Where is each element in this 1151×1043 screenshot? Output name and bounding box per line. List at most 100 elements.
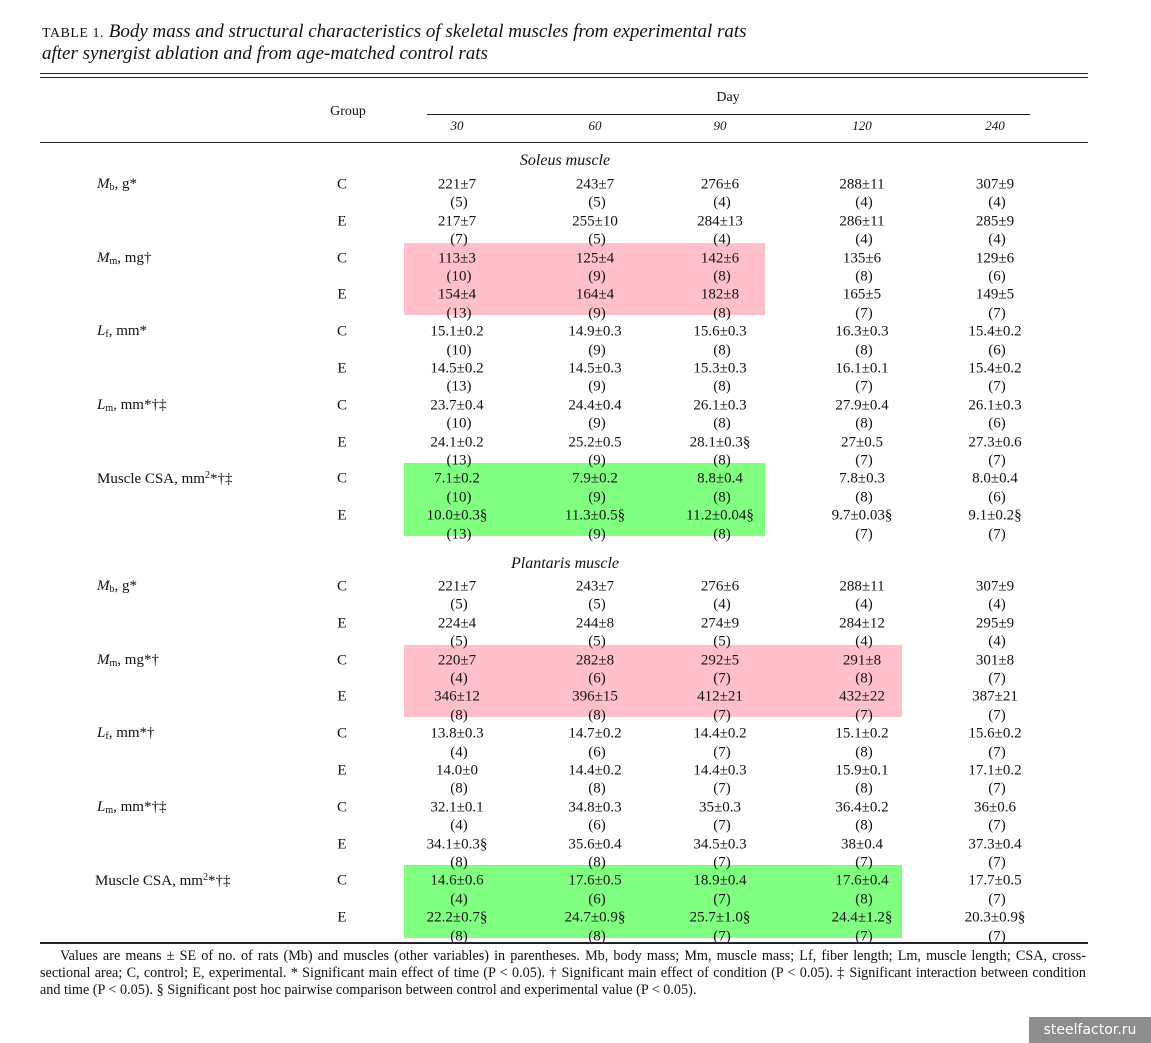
label-symbol: M — [97, 651, 110, 668]
value-cell: 27±0.5 — [841, 434, 883, 451]
value-cell: 14.7±0.2 — [568, 725, 622, 742]
n-cell: (9) — [588, 268, 606, 285]
watermark: steelfactor.ru — [1029, 1017, 1151, 1043]
highlight-green — [404, 463, 765, 536]
group-E: E — [337, 762, 347, 779]
n-cell: (8) — [855, 342, 873, 359]
n-cell: (10) — [446, 415, 472, 432]
row-label: Lm, mm*†‡ — [97, 396, 167, 414]
label-symbol: L — [97, 396, 106, 413]
value-cell: 17.7±0.5 — [968, 872, 1022, 889]
n-cell: (9) — [588, 378, 606, 395]
group-E: E — [337, 836, 347, 853]
n-cell: (7) — [713, 670, 731, 687]
n-cell: (10) — [446, 342, 472, 359]
label-units: , g* — [114, 578, 138, 594]
value-cell: 26.1±0.3 — [968, 397, 1022, 414]
value-cell: 15.3±0.3 — [693, 360, 747, 377]
value-cell: 24.4±1.2§ — [831, 909, 893, 926]
group-E: E — [337, 213, 347, 230]
value-cell: 15.4±0.2 — [968, 323, 1022, 340]
day-header: Day — [716, 90, 740, 105]
table-number: TABLE 1. — [42, 26, 104, 41]
value-cell: 412±21 — [697, 688, 743, 705]
n-cell: (7) — [713, 780, 731, 797]
label-symbol: M — [97, 249, 110, 266]
row-label: Mb, g* — [97, 579, 137, 595]
value-cell: 129±6 — [975, 250, 1015, 267]
value-cell: 7.8±0.3 — [839, 470, 885, 487]
n-cell: (13) — [446, 526, 472, 543]
n-cell: (7) — [855, 928, 873, 945]
n-cell: (6) — [988, 489, 1006, 506]
value-cell: 14.4±0.2 — [693, 725, 747, 742]
n-cell: (10) — [446, 489, 472, 506]
value-cell: 7.9±0.2 — [572, 470, 618, 487]
highlight-pink — [404, 644, 902, 717]
value-cell: 217±7 — [437, 213, 477, 230]
n-cell: (6) — [588, 744, 606, 761]
row-label: Lf, mm* — [97, 324, 147, 340]
value-cell: 18.9±0.4 — [693, 872, 747, 889]
n-cell: (8) — [588, 707, 606, 724]
n-cell: (8) — [855, 817, 873, 834]
row-label: Mb, g* — [97, 177, 137, 193]
day-column-header: 60 — [588, 118, 602, 133]
row-label: Mm, mg*† — [97, 651, 159, 669]
n-cell: (7) — [988, 452, 1006, 469]
n-cell: (7) — [988, 780, 1006, 797]
value-cell: 16.1±0.1 — [835, 360, 889, 377]
n-cell: (8) — [855, 415, 873, 432]
n-cell: (8) — [713, 526, 731, 543]
value-cell: 14.9±0.3 — [568, 323, 622, 340]
n-cell: (4) — [713, 596, 731, 613]
value-cell: 23.7±0.4 — [430, 397, 484, 414]
n-cell: (6) — [588, 670, 606, 687]
value-cell: 291±8 — [842, 652, 882, 669]
label-units: , mm*† — [108, 725, 155, 742]
value-cell: 285±9 — [975, 213, 1015, 230]
n-cell: (8) — [855, 670, 873, 687]
value-cell: 243±7 — [575, 176, 615, 193]
n-cell: (7) — [988, 928, 1006, 945]
n-cell: (8) — [855, 268, 873, 285]
n-cell: (5) — [450, 596, 468, 613]
section-title: Plantaris muscle — [511, 555, 619, 572]
value-cell: 346±12 — [434, 688, 480, 705]
label-units: , mm*†‡ — [113, 396, 167, 413]
n-cell: (8) — [713, 378, 731, 395]
group-C: C — [336, 176, 348, 193]
n-cell: (4) — [855, 231, 873, 248]
table-title-line1: Body mass and structural characteristics… — [108, 21, 747, 42]
day-column-header: 120 — [852, 118, 872, 133]
day-column-header: 90 — [713, 118, 727, 133]
group-C: C — [336, 323, 348, 340]
value-cell: 274±9 — [700, 615, 740, 632]
label-symbol: L — [97, 798, 106, 815]
value-cell: 35.6±0.4 — [568, 836, 622, 853]
row-label: Muscle CSA, mm2*†‡ — [97, 471, 232, 487]
n-cell: (5) — [588, 633, 606, 650]
value-cell: 25.7±1.0§ — [689, 909, 751, 926]
table-title-line2: after synergist ablation and from age-ma… — [42, 43, 488, 64]
value-cell: 396±15 — [572, 688, 618, 705]
n-cell: (8) — [713, 489, 731, 506]
value-cell: 15.1±0.2 — [835, 725, 889, 742]
value-cell: 9.7±0.03§ — [831, 507, 893, 524]
label-units: *†‡ — [209, 471, 233, 488]
label-symbol: L — [97, 725, 106, 742]
value-cell: 32.1±0.1 — [430, 799, 484, 816]
value-cell: 17.6±0.5 — [568, 872, 622, 889]
value-cell: 22.2±0.7§ — [426, 909, 488, 926]
n-cell: (7) — [988, 378, 1006, 395]
value-cell: 17.1±0.2 — [968, 762, 1022, 779]
n-cell: (5) — [450, 194, 468, 211]
value-cell: 135±6 — [842, 250, 882, 267]
n-cell: (9) — [588, 489, 606, 506]
header-rule — [40, 142, 1088, 143]
group-header: Group — [330, 104, 366, 119]
n-cell: (8) — [855, 780, 873, 797]
value-cell: 15.9±0.1 — [835, 762, 889, 779]
group-C: C — [336, 799, 348, 816]
n-cell: (13) — [446, 305, 472, 322]
